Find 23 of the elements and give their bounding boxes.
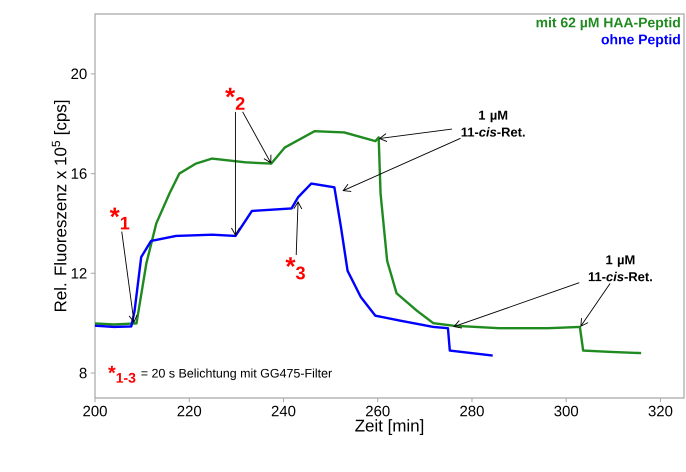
annotation: 1 µM 11-cis-Ret. (462, 110, 525, 137)
annotation: 1 µM 11-cis-Ret. (588, 255, 652, 282)
annotation: *$_{3}$ (285, 257, 305, 280)
annotation: = 20 s Belichtung mit GG475-Filter (141, 368, 332, 380)
x-tick-label: 300 (554, 406, 578, 416)
annotation: *$_{2}$ (225, 88, 245, 110)
y-tick-label: 8 (80, 368, 87, 378)
annotation: *$_{1-3}$ (108, 366, 136, 383)
text: mit 62 µM HAA-Peptid (536, 17, 680, 30)
y-tick-label: 20 (71, 68, 87, 80)
x-tick-label: 260 (366, 406, 390, 416)
x-axis-title: Zeit [min] (355, 419, 424, 435)
y-tick-label: 16 (72, 168, 87, 179)
annotation: *$_{1}$ (110, 208, 130, 230)
x-tick-label: 220 (178, 406, 202, 416)
x-tick-label: 280 (460, 406, 484, 416)
x-tick-label: 240 (272, 406, 296, 416)
x-tick-label: 320 (648, 406, 672, 416)
text: ohne Peptid (602, 34, 680, 48)
y-axis-title: Rel. Fluoreszenz x 10$^{5}$ [cps] (52, 100, 70, 312)
y-tick-label: 12 (72, 268, 86, 279)
line-series (94, 182, 494, 357)
x-tick-label: 200 (83, 406, 107, 416)
